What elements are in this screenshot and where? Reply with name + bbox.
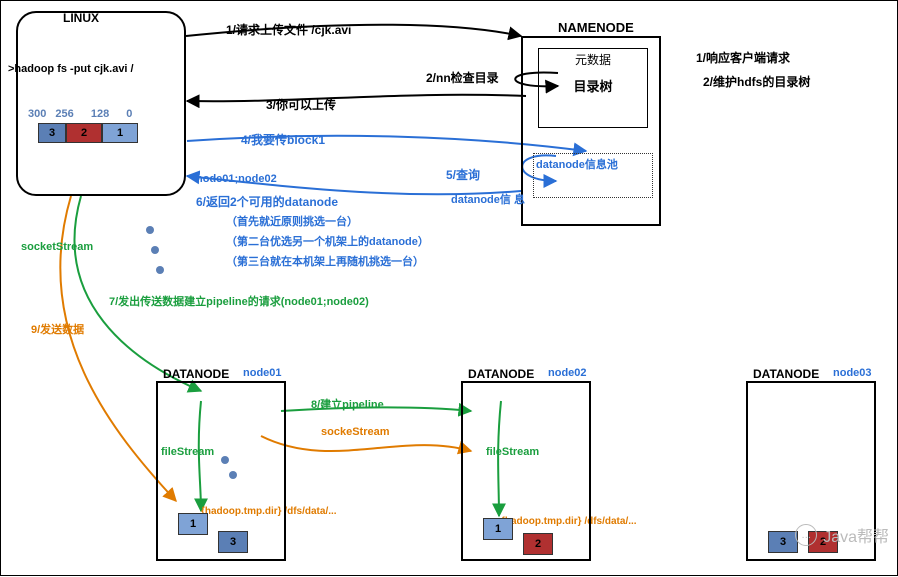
watermark: … Java帮帮 [795,523,889,547]
step-9: 9/发送数据 [31,321,84,337]
sockestream-label: sockeStream [321,426,390,438]
step-1: 1/请求上传文件 /cjk.avi [226,21,351,38]
dn3-title: DATANODE [753,367,819,381]
step-6-note-1: （第二台优选另一个机架上的datanode） [226,233,429,249]
block-2: 2 [66,123,102,143]
dn3-node: node03 [833,367,872,379]
linux-title: LINUX [63,11,99,25]
step-6-note-0: （首先就近原则挑选一台） [226,213,358,229]
dn1-title: DATANODE [163,367,229,381]
dn2-block-1: 1 [483,518,513,540]
dn1-node: node01 [243,367,282,379]
dn1-block-3: 3 [218,531,248,553]
step-6-nodes: node01;node02 [196,173,277,185]
mark-0: 300 [28,108,46,120]
note-1: 1/响应客户端请求 [696,49,790,66]
block-row: 321 [38,123,138,143]
step-4: 4/我要传block1 [241,131,325,148]
dn1-block-1: 1 [178,513,208,535]
watermark-text: Java帮帮 [823,523,889,547]
chat-icon: … [795,524,817,546]
dot-icon [156,266,164,274]
block-3: 3 [38,123,66,143]
step-5: 5/查询 [446,166,480,183]
dot-icon [146,226,154,234]
pool-box: datanode信息池 [533,153,653,198]
block-1: 1 [102,123,138,143]
pool-label: datanode信息池 [536,156,650,172]
datanode-1-box: DATANODE node01 1 3 [156,381,286,561]
block-marks: 300 256 128 0 [28,108,132,120]
note-2: 2/维护hdfs的目录树 [703,73,810,90]
dn2-title: DATANODE [468,367,534,381]
step-6: 6/返回2个可用的datanode [196,193,338,210]
dn3-block-3: 3 [768,531,798,553]
meta-box: 元数据 目录树 [538,48,648,128]
step-2: 2/nn检查目录 [426,69,499,86]
dn2-block-2: 2 [523,533,553,555]
namenode-title: NAMENODE [558,20,634,35]
step-3: 3/你可以上传 [266,96,336,113]
step-8: 8/建立pipeline [311,396,384,412]
socketstream-label: socketStream [21,241,93,253]
step-7: 7/发出传送数据建立pipeline的请求(node01;node02) [109,293,369,309]
tree-label: 目录树 [539,76,647,95]
linux-box: LINUX >hadoop fs -put cjk.avi / 300 256 … [16,11,186,196]
dn2-node: node02 [548,367,587,379]
linux-cmd: >hadoop fs -put cjk.avi / [8,63,134,75]
namenode-box: NAMENODE 元数据 目录树 datanode信息池 [521,36,661,226]
mark-3: 0 [126,108,132,120]
mark-1: 256 [55,108,73,120]
dot-icon [151,246,159,254]
dn-info: datanode信 息 [451,191,525,207]
datanode-2-box: DATANODE node02 1 2 [461,381,591,561]
meta-label: 元数据 [539,51,647,68]
mark-2: 128 [91,108,109,120]
step-6-note-2: （第三台就在本机架上再随机挑选一台） [226,253,424,269]
